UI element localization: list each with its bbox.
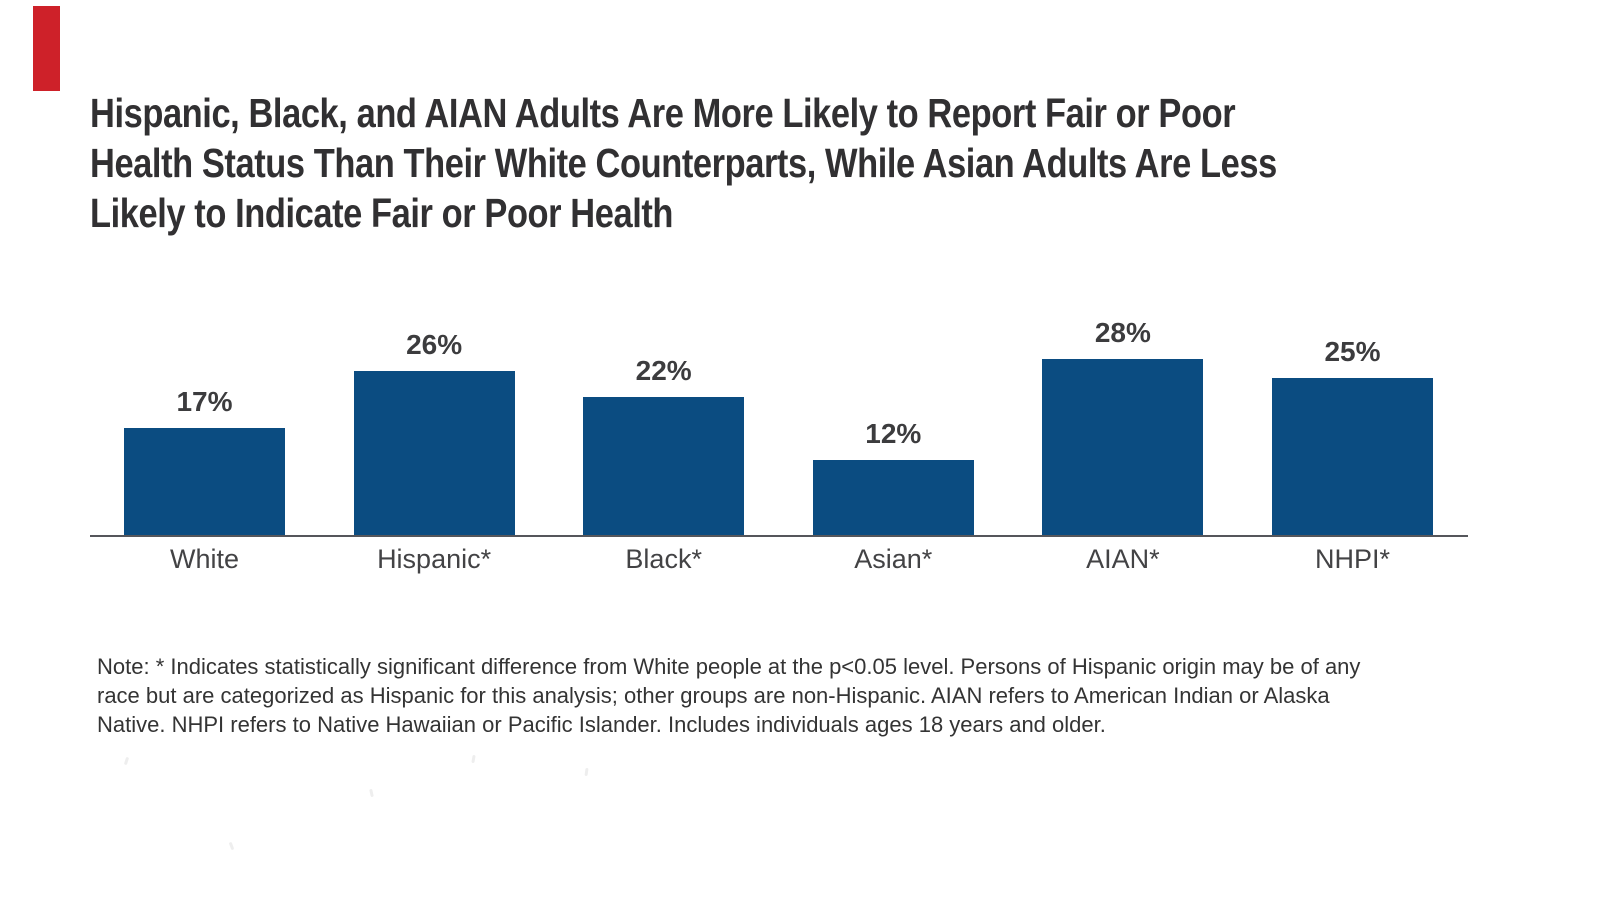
x-axis-category-label: Asian* [854, 544, 933, 574]
watermark-speck [228, 841, 235, 851]
bar-value-label: 22% [635, 355, 692, 386]
x-axis-category-label: AIAN* [1086, 544, 1160, 574]
bar [1042, 359, 1204, 536]
bar-column: 28% [1042, 299, 1204, 536]
bar [353, 371, 515, 536]
brand-red-bar [33, 6, 60, 91]
x-axis-line [90, 535, 1468, 537]
bar-value-label: 26% [406, 329, 463, 360]
bar-value-label: 25% [1324, 336, 1381, 367]
x-axis-category-label: Black* [625, 544, 702, 574]
bar-chart-plot-area: 17% 26% 22% 12% 28% 25% [90, 300, 1468, 536]
watermark-speck [584, 767, 589, 777]
x-axis-category-labels: White Hispanic* Black* Asian* AIAN* NHPI* [90, 544, 1468, 580]
bar [1272, 378, 1433, 536]
bar-column: 12% [812, 400, 974, 536]
chart-title: Hispanic, Black, and AIAN Adults Are Mor… [90, 90, 1277, 236]
bar-value-label: 17% [176, 386, 233, 417]
bar-column: 25% [1272, 318, 1433, 536]
bar [124, 428, 285, 536]
bar [812, 460, 974, 536]
watermark-speck [123, 756, 130, 766]
watermark-speck [471, 754, 476, 764]
bar-column: 26% [353, 311, 515, 536]
bar [583, 397, 745, 536]
x-axis-category-label: NHPI* [1314, 544, 1390, 574]
bar-value-label: 28% [1094, 317, 1151, 348]
bar-column: 22% [583, 337, 745, 536]
bar-value-label: 12% [865, 418, 922, 449]
watermark-speck [369, 788, 374, 798]
footnote: Note: * Indicates statistically signific… [97, 654, 1361, 737]
x-axis-category-label: White [169, 544, 240, 574]
bar-column: 17% [124, 368, 285, 536]
x-axis-category-label: Hispanic* [377, 544, 492, 574]
